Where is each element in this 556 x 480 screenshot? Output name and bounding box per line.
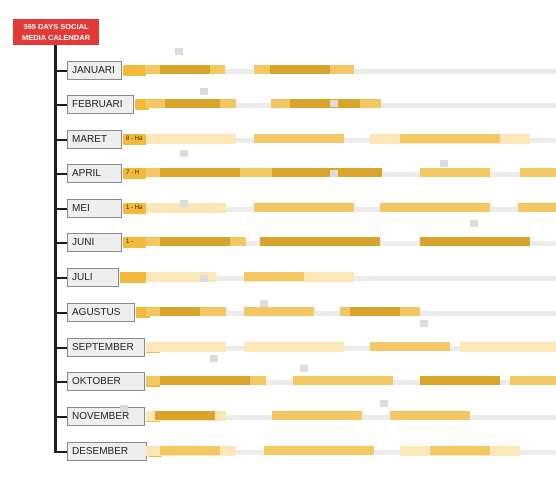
redacted-marker [380, 400, 388, 407]
branch-connector [54, 208, 68, 210]
month-label-juni[interactable]: JUNI [67, 233, 122, 252]
event-bar[interactable] [165, 99, 220, 108]
month-label-januari[interactable]: JANUARI [67, 61, 122, 80]
redacted-marker [200, 275, 208, 282]
redacted-marker [260, 300, 268, 307]
month-label-november[interactable]: NOVEMBER [67, 407, 145, 426]
event-bar[interactable] [146, 203, 226, 213]
event-bar[interactable] [518, 203, 556, 212]
month-label-februari[interactable]: FEBRUARI [67, 95, 134, 114]
event-bar[interactable] [155, 411, 215, 420]
redacted-marker [175, 48, 183, 55]
event-tab[interactable]: 8 - Ha [123, 134, 146, 145]
event-bar[interactable] [420, 237, 530, 246]
event-bar[interactable] [160, 376, 250, 385]
event-bar[interactable] [146, 342, 226, 352]
event-bar[interactable] [160, 446, 220, 455]
event-tab[interactable]: 1 - [123, 237, 146, 248]
event-bar[interactable] [260, 237, 380, 246]
month-label-mei[interactable]: MEI [67, 199, 122, 218]
branch-connector [54, 277, 68, 279]
timeline-spine [54, 45, 57, 453]
event-bar[interactable] [244, 272, 304, 281]
event-bar[interactable] [146, 272, 216, 282]
branch-connector [54, 104, 68, 106]
calendar-title: 365 DAYS SOCIAL MEDIA CALENDAR [13, 19, 99, 45]
event-bar[interactable] [290, 99, 360, 108]
event-bar[interactable] [270, 65, 330, 74]
branch-connector [54, 347, 68, 349]
event-tab[interactable]: 1 - Ha [123, 203, 146, 214]
event-bar[interactable] [272, 411, 362, 420]
event-tab[interactable] [136, 307, 150, 318]
redacted-marker [440, 160, 448, 167]
redacted-marker [470, 220, 478, 227]
branch-connector [54, 416, 68, 418]
month-label-maret[interactable]: MARET [67, 130, 122, 149]
redacted-marker [420, 320, 428, 327]
event-bar[interactable] [520, 168, 556, 177]
branch-connector [54, 139, 68, 141]
branch-connector [54, 242, 68, 244]
month-label-desember[interactable]: DESEMBER [67, 442, 147, 461]
event-bar[interactable] [400, 134, 500, 143]
event-bar[interactable] [420, 376, 500, 385]
event-bar[interactable] [160, 237, 230, 246]
event-bar[interactable] [244, 307, 314, 316]
event-bar[interactable] [370, 342, 450, 351]
branch-connector [54, 312, 68, 314]
event-tab[interactable] [120, 272, 146, 283]
event-tab[interactable]: 7 - H [123, 168, 146, 179]
event-bar[interactable] [160, 307, 200, 316]
timeline-track [146, 138, 556, 143]
redacted-marker [200, 88, 208, 95]
event-bar[interactable] [146, 168, 376, 177]
redacted-marker [300, 365, 308, 372]
event-bar[interactable] [254, 134, 344, 143]
event-bar[interactable] [390, 411, 470, 420]
event-bar[interactable] [460, 342, 556, 352]
event-tab[interactable] [135, 99, 149, 110]
event-bar[interactable] [510, 376, 556, 385]
branch-connector [54, 381, 68, 383]
event-bar[interactable] [160, 168, 240, 177]
redacted-marker [330, 170, 338, 177]
event-bar[interactable] [430, 446, 490, 455]
event-bar[interactable] [420, 168, 490, 177]
redacted-marker [180, 200, 188, 207]
event-bar[interactable] [244, 342, 344, 352]
event-bar[interactable] [350, 307, 400, 316]
month-label-oktober[interactable]: OKTOBER [67, 372, 145, 391]
redacted-marker [120, 405, 128, 412]
branch-connector [54, 70, 68, 72]
month-label-april[interactable]: APRIL [67, 164, 122, 183]
redacted-marker [210, 355, 218, 362]
event-bar[interactable] [272, 168, 382, 177]
event-tab[interactable] [123, 65, 146, 76]
month-label-agustus[interactable]: AGUSTUS [67, 303, 135, 322]
branch-connector [54, 451, 68, 453]
event-bar[interactable] [146, 134, 236, 144]
redacted-marker [330, 100, 338, 107]
timeline-track [146, 346, 556, 351]
month-label-juli[interactable]: JULI [67, 268, 119, 287]
month-label-september[interactable]: SEPTEMBER [67, 338, 145, 357]
event-bar[interactable] [254, 203, 354, 212]
event-bar[interactable] [264, 446, 374, 455]
event-bar[interactable] [293, 376, 393, 385]
branch-connector [54, 173, 68, 175]
event-bar[interactable] [160, 65, 210, 74]
redacted-marker [180, 150, 188, 157]
event-bar[interactable] [380, 203, 490, 212]
